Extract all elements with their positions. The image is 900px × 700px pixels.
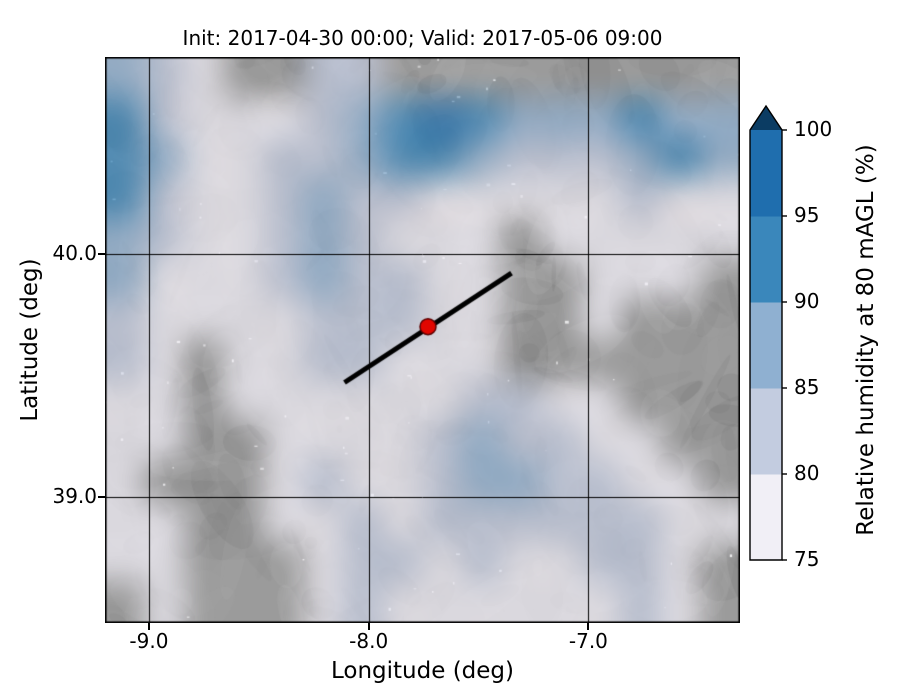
x-tick-label: -9.0 (129, 629, 169, 653)
colorbar-segment (750, 302, 782, 389)
y-axis-label: Latitude (deg) (17, 258, 43, 422)
colorbar-extend-arrow (750, 106, 782, 130)
x-axis-label: Longitude (deg) (330, 658, 514, 684)
x-tick-label: -8.0 (349, 629, 389, 653)
colorbar-segment (750, 474, 782, 561)
colorbar-tick-label: 90 (794, 289, 820, 313)
plot-title: Init: 2017-04-30 00:00; Valid: 2017-05-0… (182, 26, 663, 50)
colorbar-label: Relative humidity at 80 mAGL (%) (853, 144, 879, 536)
colorbar-segment (750, 216, 782, 303)
axis-tick (367, 623, 370, 630)
axis-tick (98, 252, 105, 255)
y-tick-label: 39.0 (52, 483, 97, 508)
y-tick-label: 40.0 (52, 240, 97, 265)
colorbar-outline (749, 104, 783, 561)
colorbar-tick-label: 75 (794, 547, 820, 571)
axis-tick (98, 495, 105, 498)
colorbar-tick-label: 100 (794, 117, 833, 141)
colorbar (749, 104, 787, 561)
colorbar-tick-label: 85 (794, 375, 820, 399)
x-tick-label: -7.0 (568, 629, 608, 653)
colorbar-tick-label: 95 (794, 203, 820, 227)
axis-tick (587, 623, 590, 630)
map-plot (105, 57, 740, 623)
axis-tick (147, 623, 150, 630)
map-canvas (105, 57, 740, 623)
colorbar-tick-label: 80 (794, 461, 820, 485)
colorbar-segment (750, 130, 782, 217)
colorbar-segment (750, 388, 782, 475)
